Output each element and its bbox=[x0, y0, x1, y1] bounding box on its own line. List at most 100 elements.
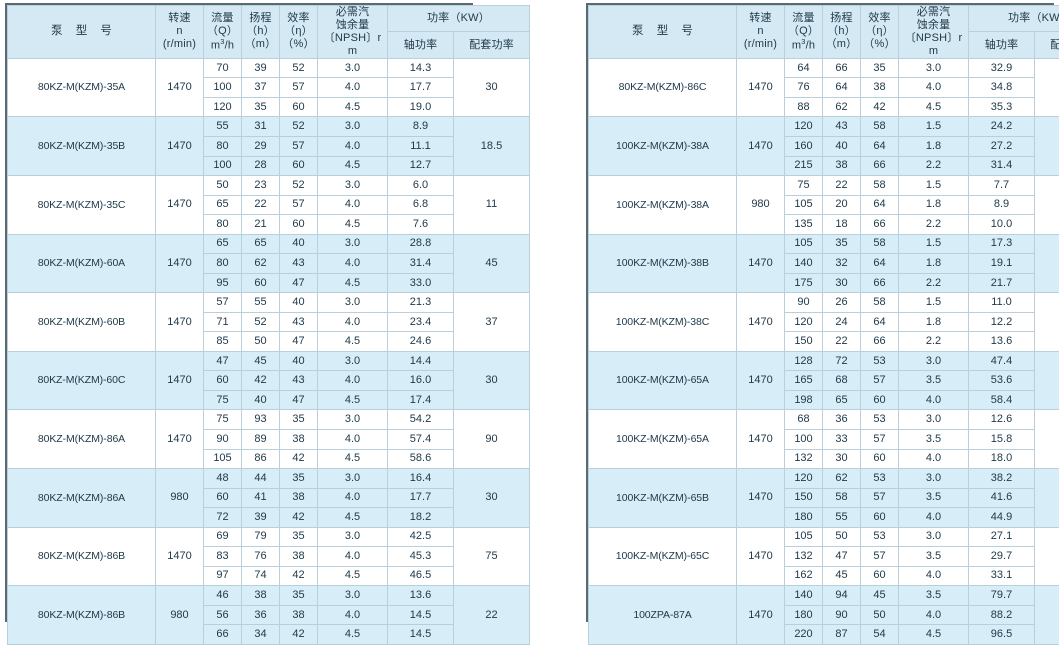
cell-flow: 132 bbox=[785, 449, 823, 469]
cell-flow: 68 bbox=[785, 410, 823, 430]
cell-shaft-power: 18.0 bbox=[969, 449, 1035, 469]
cell-flow: 120 bbox=[204, 97, 242, 117]
cell-flow: 56 bbox=[204, 605, 242, 625]
cell-efficiency: 66 bbox=[861, 156, 899, 176]
cell-efficiency: 47 bbox=[280, 273, 318, 293]
cell-efficiency: 60 bbox=[861, 508, 899, 528]
cell-head: 43 bbox=[823, 117, 861, 137]
cell-efficiency: 53 bbox=[861, 469, 899, 489]
cell-flow: 80 bbox=[204, 254, 242, 274]
cell-flow: 120 bbox=[785, 312, 823, 332]
cell-npsh: 4.0 bbox=[318, 78, 388, 98]
cell-shaft-power: 14.3 bbox=[388, 58, 454, 78]
cell-head: 28 bbox=[242, 156, 280, 176]
cell-head: 22 bbox=[823, 176, 861, 196]
cell-npsh: 2.2 bbox=[899, 332, 969, 352]
cell-flow: 55 bbox=[204, 117, 242, 137]
cell-npsh: 3.5 bbox=[899, 488, 969, 508]
cell-efficiency: 43 bbox=[280, 371, 318, 391]
cell-flow: 70 bbox=[204, 58, 242, 78]
cell-shaft-power: 12.2 bbox=[969, 312, 1035, 332]
cell-npsh: 4.5 bbox=[318, 156, 388, 176]
col-header-flow: 流量 （Q） m3/h bbox=[204, 6, 242, 59]
cell-flow: 120 bbox=[785, 469, 823, 489]
cell-shaft-power: 6.8 bbox=[388, 195, 454, 215]
cell-npsh: 3.0 bbox=[318, 351, 388, 371]
cell-motor-power: 30 bbox=[454, 469, 530, 528]
cell-npsh: 2.2 bbox=[899, 156, 969, 176]
cell-shaft-power: 45.3 bbox=[388, 547, 454, 567]
cell-npsh: 3.0 bbox=[318, 293, 388, 313]
cell-npsh: 3.0 bbox=[899, 58, 969, 78]
cell-efficiency: 52 bbox=[280, 58, 318, 78]
cell-efficiency: 42 bbox=[280, 449, 318, 469]
cell-shaft-power: 35.3 bbox=[969, 97, 1035, 117]
cell-efficiency: 42 bbox=[280, 508, 318, 528]
cell-npsh: 3.0 bbox=[318, 58, 388, 78]
cell-flow: 75 bbox=[785, 176, 823, 196]
cell-head: 21 bbox=[242, 215, 280, 235]
cell-npsh: 4.5 bbox=[318, 449, 388, 469]
cell-flow: 75 bbox=[204, 390, 242, 410]
cell-head: 29 bbox=[242, 137, 280, 157]
cell-npsh: 3.0 bbox=[899, 351, 969, 371]
cell-shaft-power: 16.0 bbox=[388, 371, 454, 391]
cell-flow: 175 bbox=[785, 273, 823, 293]
cell-head: 23 bbox=[242, 176, 280, 196]
cell-npsh: 4.0 bbox=[318, 195, 388, 215]
cell-npsh: 1.5 bbox=[899, 234, 969, 254]
cell-model: 100KZ-M(KZM)-38C bbox=[589, 293, 737, 352]
cell-npsh: 3.0 bbox=[899, 469, 969, 489]
right-spec-table-container: 泵 型 号 转速 n (r/min) 流量 （Q） m3/h 扬程 （h） bbox=[586, 3, 1054, 622]
cell-motor-power: 30 bbox=[1035, 234, 1059, 293]
col-header-model: 泵 型 号 bbox=[8, 6, 156, 59]
cell-npsh: 4.0 bbox=[318, 605, 388, 625]
cell-head: 94 bbox=[823, 586, 861, 606]
cell-model: 80KZ-M(KZM)-60A bbox=[8, 234, 156, 293]
cell-npsh: 4.0 bbox=[318, 312, 388, 332]
cell-motor-power: 18.5 bbox=[1035, 293, 1059, 352]
cell-npsh: 4.5 bbox=[318, 273, 388, 293]
cell-npsh: 4.5 bbox=[318, 390, 388, 410]
cell-head: 22 bbox=[823, 332, 861, 352]
cell-efficiency: 42 bbox=[280, 625, 318, 645]
cell-motor-power: 75 bbox=[454, 527, 530, 586]
cell-flow: 65 bbox=[204, 195, 242, 215]
cell-speed: 1470 bbox=[737, 293, 785, 352]
cell-efficiency: 52 bbox=[280, 117, 318, 137]
cell-efficiency: 40 bbox=[280, 293, 318, 313]
cell-efficiency: 57 bbox=[861, 488, 899, 508]
cell-speed: 1470 bbox=[156, 410, 204, 469]
cell-shaft-power: 15.8 bbox=[969, 429, 1035, 449]
cell-head: 86 bbox=[242, 449, 280, 469]
cell-head: 41 bbox=[242, 488, 280, 508]
cell-head: 30 bbox=[823, 449, 861, 469]
col-header-speed: 转速 n (r/min) bbox=[737, 6, 785, 59]
cell-shaft-power: 23.4 bbox=[388, 312, 454, 332]
cell-motor-power: 155 bbox=[1035, 586, 1059, 645]
cell-shaft-power: 58.4 bbox=[969, 390, 1035, 410]
cell-npsh: 4.0 bbox=[318, 371, 388, 391]
cell-npsh: 4.5 bbox=[899, 97, 969, 117]
cell-flow: 80 bbox=[204, 215, 242, 235]
cell-efficiency: 35 bbox=[280, 410, 318, 430]
cell-npsh: 2.2 bbox=[899, 215, 969, 235]
cell-head: 35 bbox=[823, 234, 861, 254]
cell-head: 20 bbox=[823, 195, 861, 215]
cell-motor-power: 30 bbox=[1035, 410, 1059, 469]
cell-flow: 50 bbox=[204, 176, 242, 196]
cell-speed: 1470 bbox=[156, 176, 204, 235]
cell-model: 80KZ-M(KZM)-35B bbox=[8, 117, 156, 176]
col-header-power: 功率（KW） bbox=[969, 6, 1059, 32]
cell-flow: 105 bbox=[785, 195, 823, 215]
cell-efficiency: 66 bbox=[861, 332, 899, 352]
cell-head: 42 bbox=[242, 371, 280, 391]
cell-speed: 1470 bbox=[737, 117, 785, 176]
cell-flow: 97 bbox=[204, 566, 242, 586]
cell-shaft-power: 79.7 bbox=[969, 586, 1035, 606]
cell-model: 100KZ-M(KZM)-65A bbox=[589, 351, 737, 410]
cell-shaft-power: 12.7 bbox=[388, 156, 454, 176]
